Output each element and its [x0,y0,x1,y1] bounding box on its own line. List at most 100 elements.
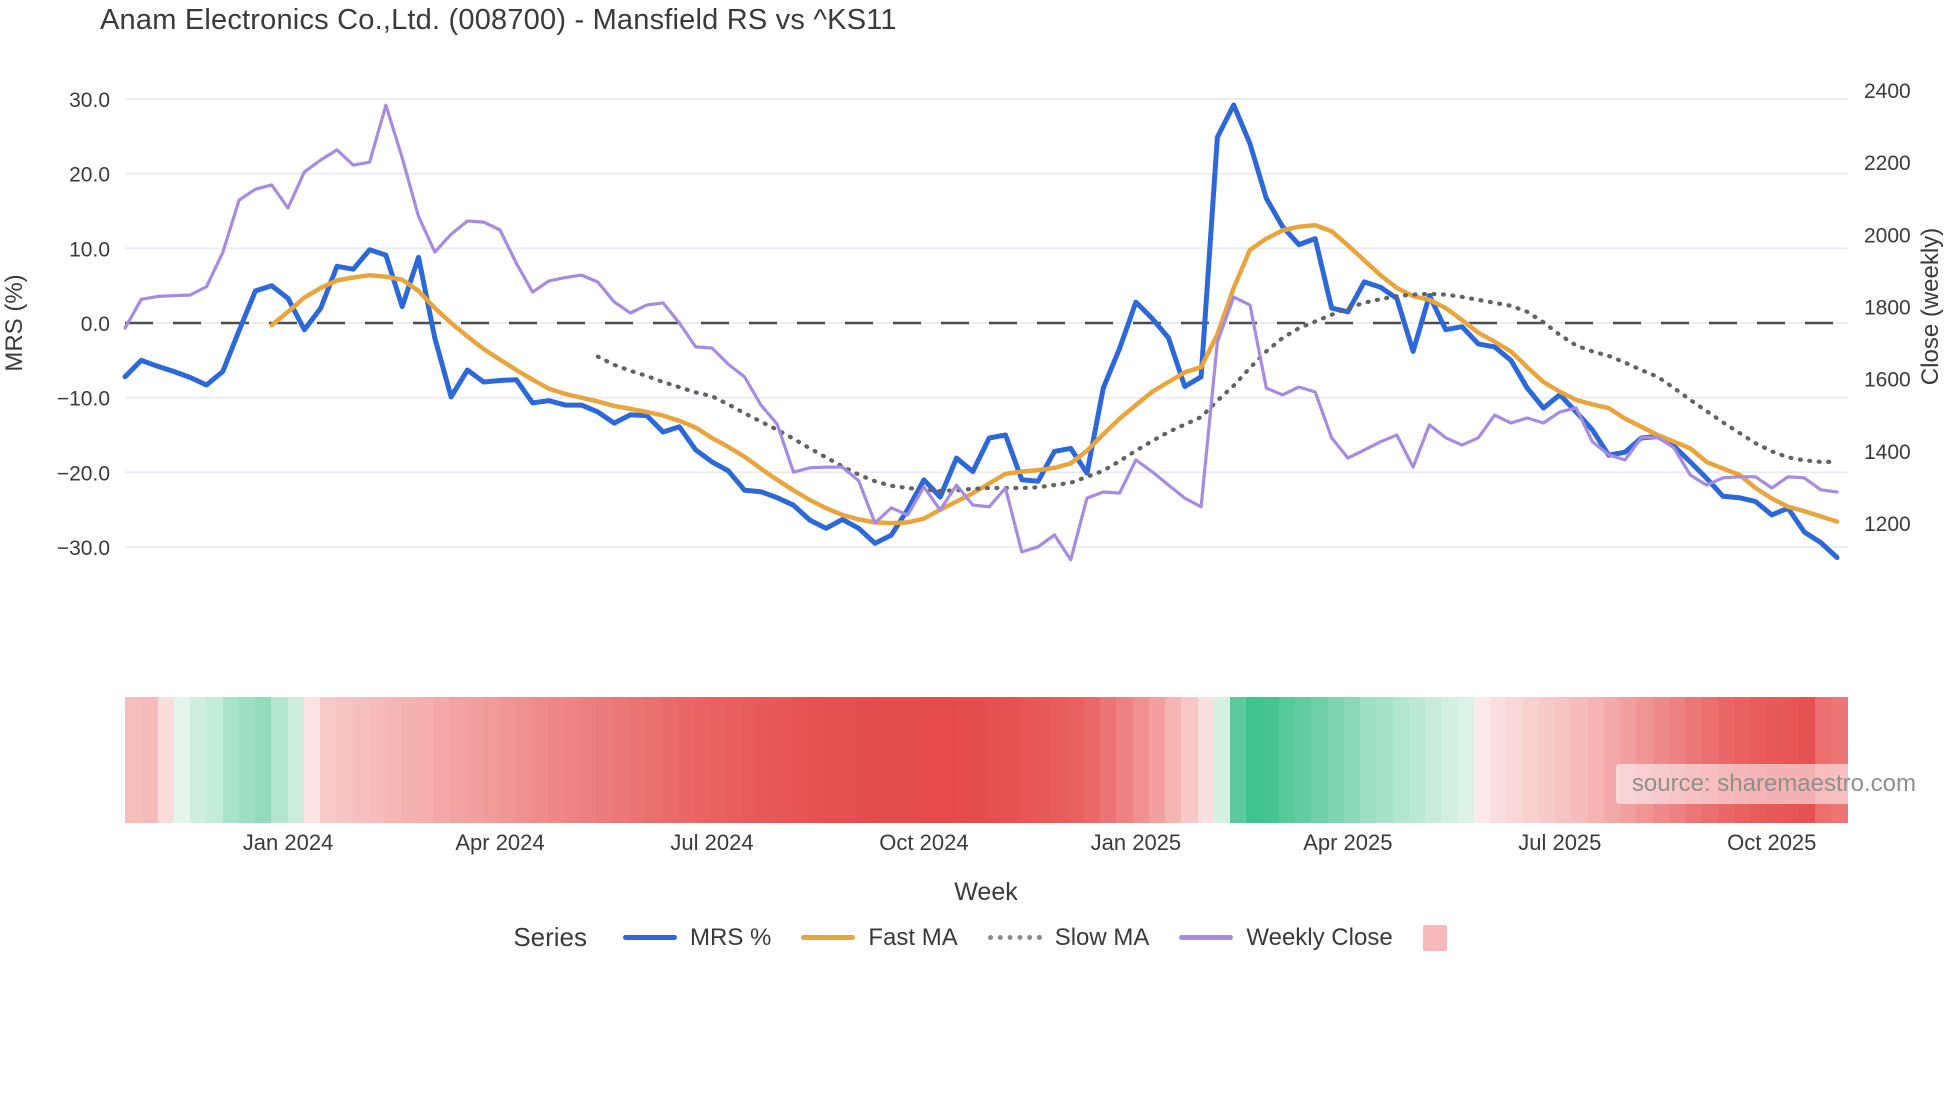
heatmap-cell [255,697,272,823]
x-tick: Oct 2025 [1727,830,1817,855]
heatmap-cell [921,697,938,823]
heatmap-cell [628,697,645,823]
y-axis-title-left: MRS (%) [1,274,28,371]
legend-swatch [623,935,678,940]
heatmap-cell [482,697,499,823]
heatmap-cell [1343,697,1360,823]
legend: Series MRS % Fast MA Slow MA Weekly Close [0,922,1960,953]
x-tick: Oct 2024 [879,830,969,855]
heatmap-cell [1636,697,1653,823]
heatmap-cell [742,697,759,823]
heatmap-cell [693,697,710,823]
legend-swatch [801,935,856,940]
heatmap-cell [1620,697,1637,823]
legend-label: Slow MA [1054,923,1150,951]
x-tick: Apr 2024 [455,830,545,855]
heatmap-cell [1295,697,1312,823]
heatmap-cell [1457,697,1474,823]
heatmap-cell [222,697,239,823]
heatmap-cell [1181,697,1198,823]
legend-label: MRS % [690,923,772,951]
heatmap-cell [1571,697,1588,823]
heatmap-cell [888,697,905,823]
chart-title: Anam Electronics Co.,Ltd. (008700) - Man… [100,4,897,36]
weekly-close-line [123,103,1839,562]
heatmap-cell [1766,697,1783,823]
heatmap-cell [238,697,255,823]
heatmap-cell [970,697,987,823]
heatmap-cell [1603,697,1620,823]
heatmap-cell [1116,697,1133,823]
heatmap-cell [1018,697,1035,823]
heatmap-cell [1701,697,1718,823]
heatmap-cell [823,697,840,823]
heatmap-cell [563,697,580,823]
heatmap-cell [1278,697,1295,823]
heatmap-cell [1815,697,1832,823]
legend-item-weekly-close: Weekly Close [1179,924,1393,952]
heatmap-cell [417,697,434,823]
heatmap-cell [1798,697,1815,823]
legend-swatch [1179,935,1234,940]
heatmap-cell [1538,697,1555,823]
heatmap-cell [190,697,207,823]
y-tick-left: 0.0 [81,313,110,336]
heatmap-cell [1668,697,1685,823]
heatmap-cell [1473,697,1490,823]
heatmap-cell [856,697,873,823]
heatmap-cell [580,697,597,823]
heatmap-cell [1083,697,1100,823]
heatmap-cell [125,697,142,823]
heatmap-cell [320,697,337,823]
x-tick: Jan 2024 [242,830,334,855]
heatmap-cell [385,697,402,823]
x-axis-title: Week [954,878,1018,906]
heatmap-cell [1327,697,1344,823]
heatmap-cell [1685,697,1702,823]
heatmap-cell [173,697,190,823]
watermark: source: sharemaestro.com [1615,764,1932,804]
heatmap-cell [206,697,223,823]
heatmap-cell [1002,697,1019,823]
heatmap-cell [596,697,613,823]
heatmap-cell [336,697,353,823]
mrs-line [122,102,1840,560]
heatmap-cell [303,697,320,823]
legend-item-mrs-: MRS % [623,924,771,952]
heatmap-cell [612,697,629,823]
legend-item-slow-ma: Slow MA [987,923,1150,952]
heatmap-cell [775,697,792,823]
heatmap-cell [1100,697,1117,823]
heatmap-cell [1717,697,1734,823]
heatmap-cell [937,697,954,823]
heatmap-cell [401,697,418,823]
heatmap-cell [1587,697,1604,823]
heatmap-cell [450,697,467,823]
y-tick-left: 30.0 [69,89,110,112]
heatmap-cell [872,697,889,823]
heatmap-cell [840,697,857,823]
heatmap-cell [271,697,288,823]
heatmap-cell [466,697,483,823]
legend-series-label: Series [513,922,588,952]
heatmap-cell [1652,697,1669,823]
heatmap-cell [1246,697,1263,823]
heatmap-cell [1262,697,1279,823]
heatmap-cell [368,697,385,823]
heatmap-cell [352,697,369,823]
legend-item-heatmap [1422,924,1447,951]
heatmap-cell [905,697,922,823]
x-tick: Jul 2025 [1518,830,1602,855]
y-tick-left: 10.0 [69,238,110,261]
heatmap-cell [433,697,450,823]
heatmap-cell [1230,697,1247,823]
y-tick-right: 1200 [1864,513,1911,536]
heatmap-cell [953,697,970,823]
heatmap-cell [157,697,174,823]
heatmap-cell [986,697,1003,823]
heatmap-cell [1067,697,1084,823]
heatmap-cell [1555,697,1572,823]
heatmap-cell [726,697,743,823]
y-tick-right: 1400 [1864,441,1911,464]
